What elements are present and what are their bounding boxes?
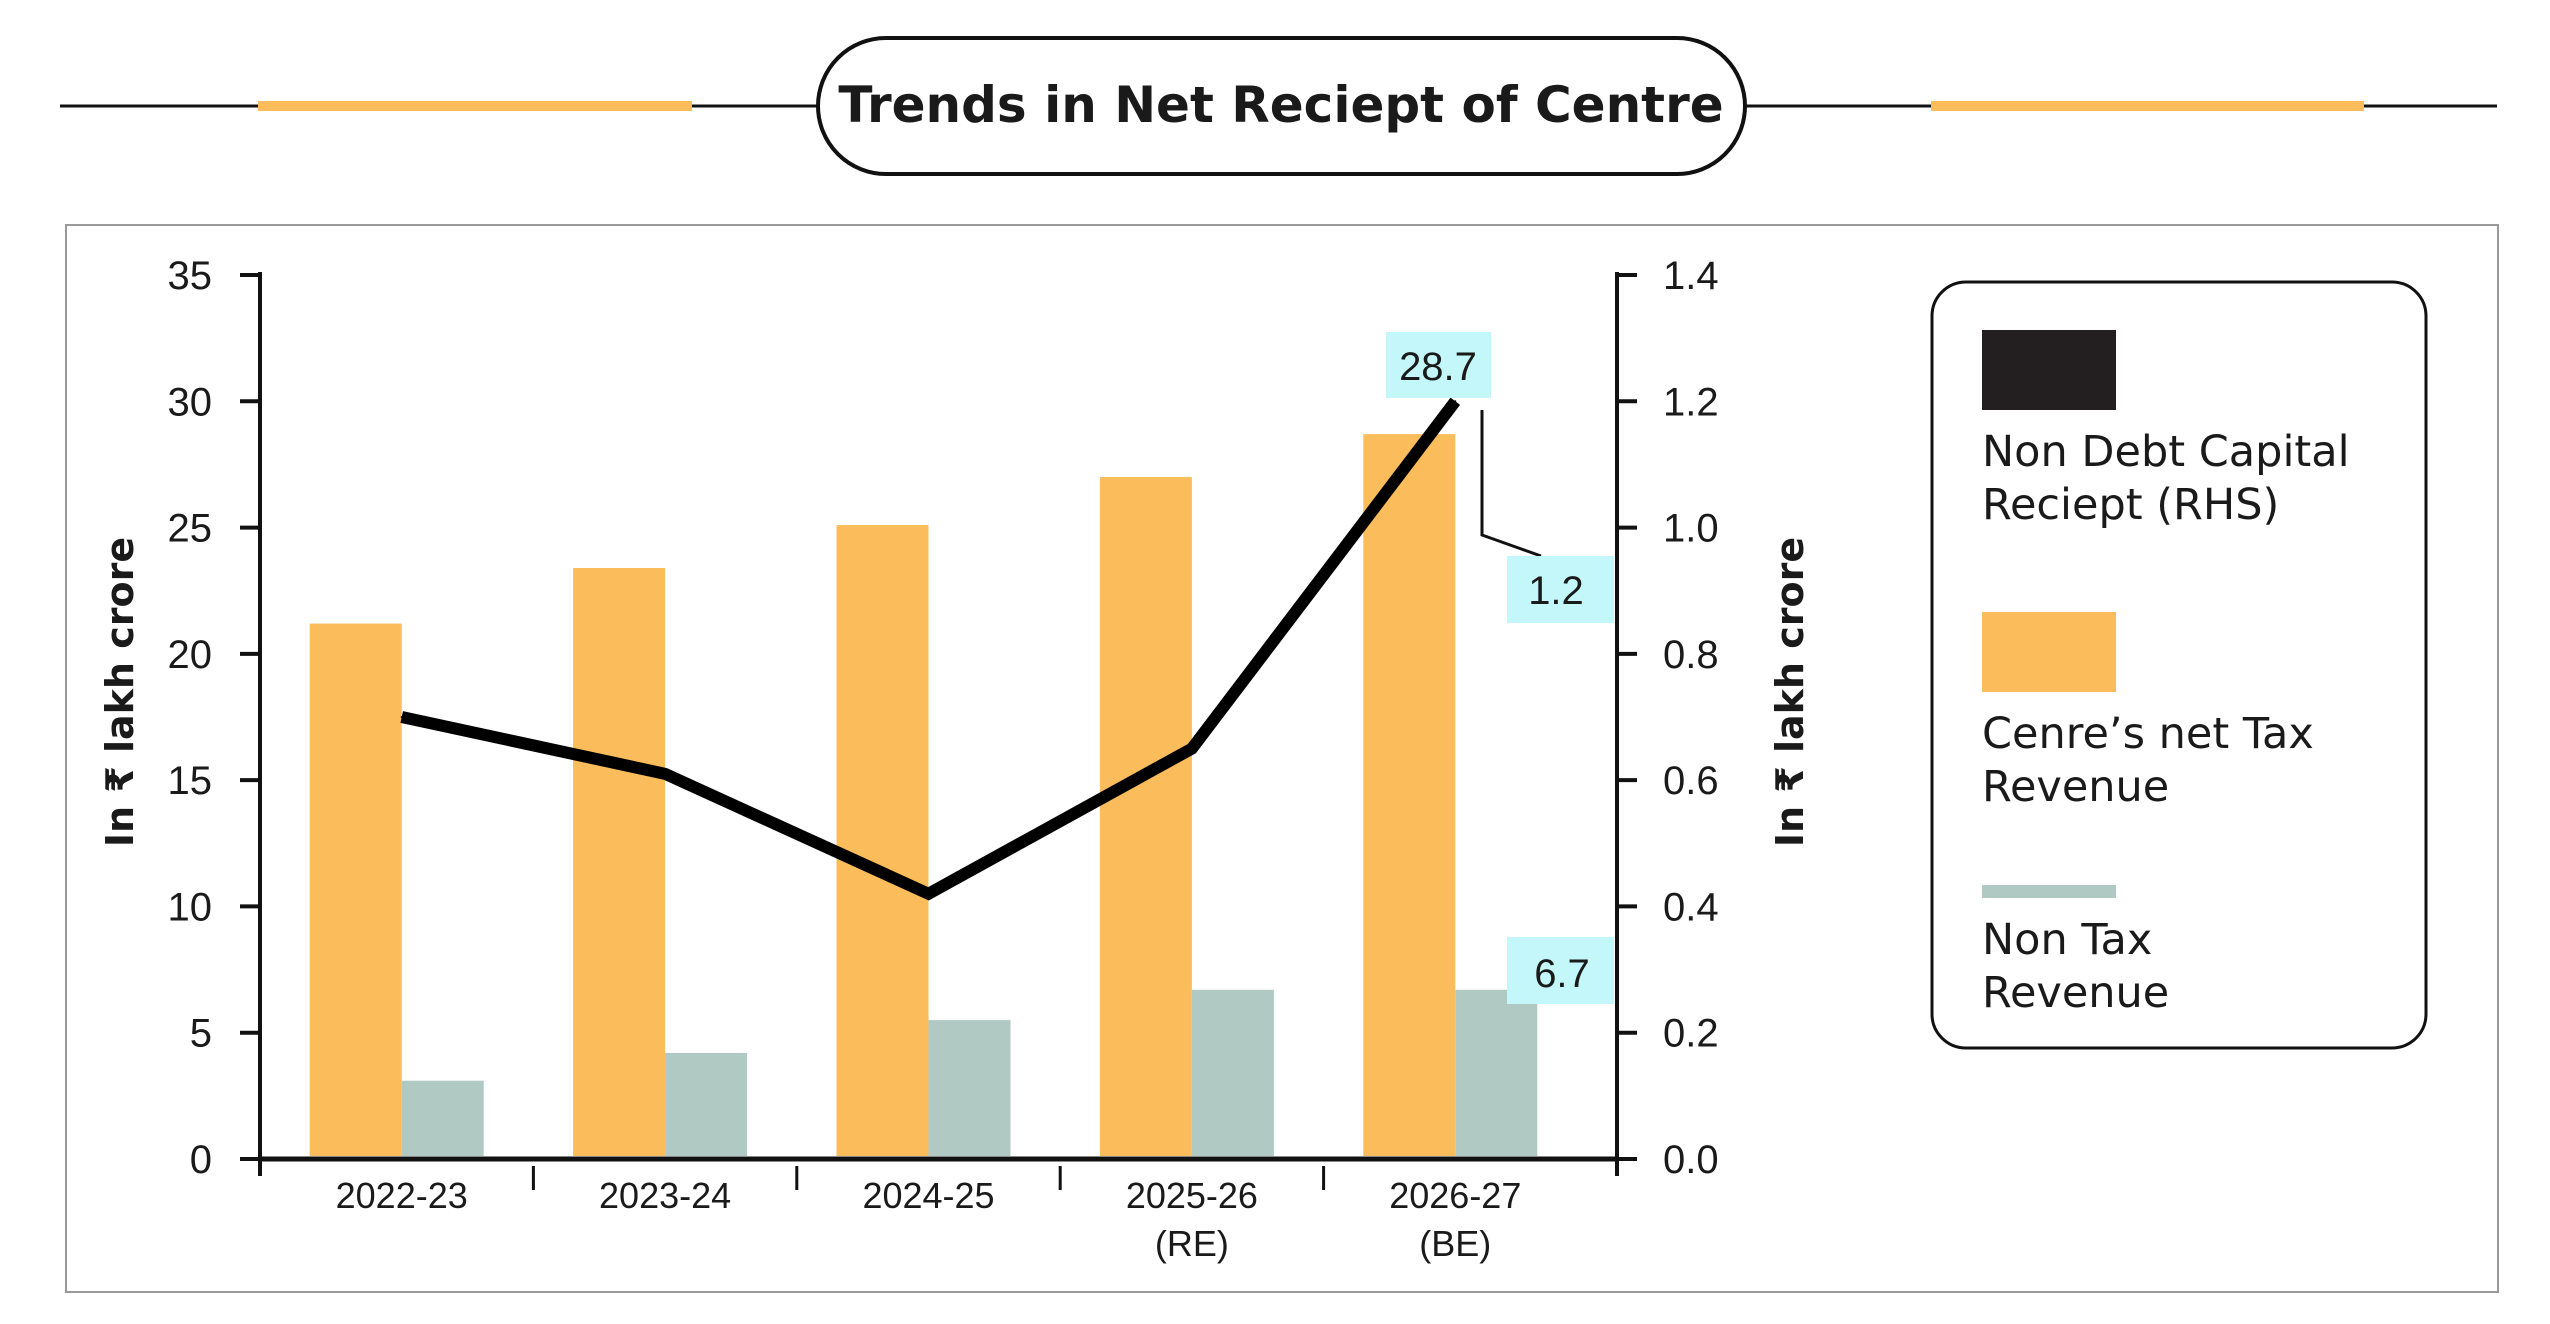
- bar-net-tax-revenue: [836, 525, 929, 1156]
- x-tick-label: (RE): [1155, 1223, 1229, 1264]
- legend-swatch-tax: [1982, 612, 2116, 692]
- bar-non-tax-revenue: [401, 1080, 484, 1156]
- legend-label: Reciept (RHS): [1982, 480, 2279, 530]
- y-tick-label: 30: [168, 380, 213, 424]
- line-point: [1190, 747, 1193, 750]
- callout-line-label: 1.2: [1528, 569, 1584, 613]
- x-tick-label: 2026-27: [1389, 1175, 1521, 1216]
- line-point: [927, 892, 930, 895]
- x-tick-label: 2022-23: [336, 1175, 468, 1216]
- bar-net-tax-revenue: [1099, 477, 1192, 1156]
- bar-net-tax-revenue: [309, 623, 402, 1156]
- y2-tick-label: 1.0: [1663, 507, 1719, 551]
- x-tick-label: 2023-24: [599, 1175, 731, 1216]
- callout-nontax-label: 6.7: [1534, 952, 1590, 996]
- callout-bg: [1507, 556, 1614, 623]
- legend-box: [1930, 280, 2428, 1050]
- plot-area: [309, 397, 1538, 1156]
- legend-label: Cenre’s net Tax: [1982, 709, 2314, 759]
- y-tick-label: 35: [168, 254, 213, 298]
- x-tick-label: 2024-25: [862, 1175, 994, 1216]
- callout-bg: [1386, 332, 1491, 398]
- legend-label: Revenue: [1982, 762, 2169, 812]
- y-tick-label: 10: [168, 885, 213, 929]
- y2-tick-label: 0.6: [1663, 759, 1719, 803]
- y2-tick-label: 1.4: [1663, 254, 1719, 298]
- y-axis-label: In ₹ lakh crore: [98, 537, 142, 847]
- y-tick-label: 20: [168, 633, 213, 677]
- callout-leader: [1480, 410, 1542, 558]
- line-non-debt-capital-receipt: [400, 397, 1461, 901]
- legend-label: Non Debt Capital: [1982, 427, 2350, 477]
- title-pill: [816, 36, 1747, 176]
- chart-frame: [65, 224, 2499, 1293]
- bar-non-tax-revenue: [1455, 989, 1538, 1156]
- bar-non-tax-revenue: [1191, 989, 1274, 1156]
- y-tick-label: 25: [168, 507, 213, 551]
- y-tick-label: 5: [190, 1012, 212, 1056]
- legend-swatch-line: [1982, 330, 2116, 410]
- legend-swatch-nontax: [1982, 885, 2116, 898]
- line-point: [1454, 400, 1457, 403]
- y2-axis-label: In ₹ lakh crore: [1768, 537, 1812, 847]
- y2-tick-label: 1.2: [1663, 380, 1719, 424]
- line-point: [664, 772, 667, 775]
- y2-tick-label: 0.4: [1663, 885, 1719, 929]
- bar-net-tax-revenue: [1363, 434, 1456, 1156]
- y2-tick-label: 0.2: [1663, 1012, 1719, 1056]
- y2-tick-label: 0.0: [1663, 1138, 1719, 1182]
- y2-tick-label: 0.8: [1663, 633, 1719, 677]
- x-tick-label: (BE): [1419, 1223, 1491, 1264]
- legend-label: Non Tax: [1982, 915, 2152, 965]
- line-point: [400, 716, 403, 718]
- callout-bg: [1507, 937, 1614, 1004]
- x-tick-label: 2025-26: [1126, 1175, 1258, 1216]
- bar-non-tax-revenue: [928, 1020, 1011, 1156]
- legend-label: Revenue: [1982, 968, 2169, 1018]
- y-tick-label: 0: [190, 1138, 212, 1182]
- bar-non-tax-revenue: [665, 1052, 748, 1156]
- chart-title: Trends in Net Reciept of Centre: [838, 76, 1723, 134]
- callout-tax-label: 28.7: [1399, 345, 1477, 389]
- y-tick-label: 15: [168, 759, 213, 803]
- bar-net-tax-revenue: [573, 567, 666, 1156]
